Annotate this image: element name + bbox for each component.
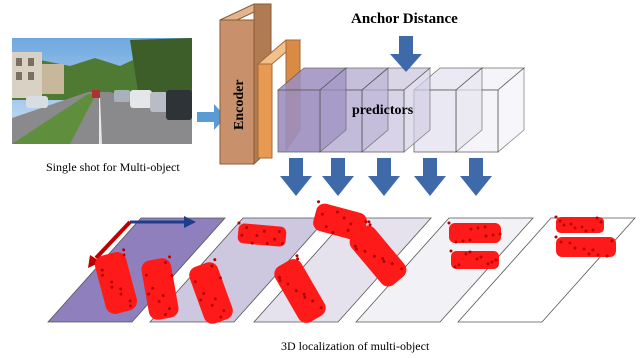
car-point-cloud-8	[447, 221, 502, 244]
car-point-cloud-10	[554, 215, 604, 233]
predictor-cube-1	[276, 67, 348, 153]
car-point-cloud-9	[449, 249, 499, 269]
car-point-cloud-1	[94, 248, 138, 314]
car-point-cloud-3	[189, 258, 233, 324]
car-point-cloud-4	[237, 221, 287, 247]
car-point-clouds	[94, 200, 616, 324]
car-point-cloud-6	[313, 200, 368, 241]
encoder-label: Encoder	[232, 79, 247, 130]
down-arrow-icon	[390, 36, 422, 72]
street-photo	[12, 38, 192, 144]
anchor-distance-label: Anchor Distance	[351, 11, 458, 27]
output-arrows	[280, 158, 492, 196]
down-arrow-icon-4	[414, 158, 446, 196]
right-arrow-icon	[197, 104, 226, 130]
down-arrow-icon-2	[322, 158, 354, 196]
car-point-cloud-2	[141, 255, 179, 320]
car-point-cloud-5	[274, 254, 326, 323]
car-point-cloud-11	[554, 235, 616, 258]
predictor-cubes	[276, 67, 526, 153]
down-arrow-icon-5	[460, 158, 492, 196]
output-caption-text: 3D localization of multi-object	[281, 339, 430, 353]
encoder-block	[219, 3, 302, 166]
input-caption-text: Single shot for Multi-object	[46, 160, 180, 174]
down-arrow-icon-1	[280, 158, 312, 196]
plane-1	[47, 217, 226, 323]
axis-indicator	[88, 216, 196, 268]
down-arrow-icon-3	[368, 158, 400, 196]
plane-4	[355, 217, 534, 323]
predictors-label: predictors	[352, 103, 414, 118]
car-point-cloud-7	[349, 220, 407, 287]
